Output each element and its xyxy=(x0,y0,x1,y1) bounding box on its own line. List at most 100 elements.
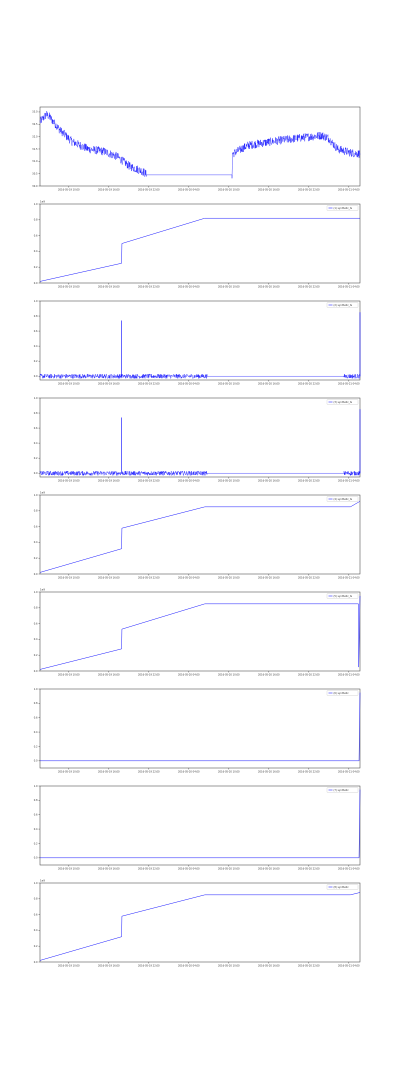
y-tick-label: 0.8 xyxy=(34,898,38,901)
x-tick-label: 2016-05-19 16:00 xyxy=(98,577,120,580)
legend-label: (2) synthetic_ts xyxy=(334,304,353,307)
x-tick-label: 2016-05-19 16:00 xyxy=(98,480,120,483)
x-tick-label: 2016-05-20 04:00 xyxy=(178,480,200,483)
x-tick-label: 2016-05-19 10:00 xyxy=(58,674,80,677)
x-tick-label: 2016-05-19 22:00 xyxy=(138,286,160,289)
chart-panel-9: 0.0 0.2 0.4 0.6 0.8 1.0 2016-05-19 10:00 2016-0… xyxy=(34,879,361,968)
x-tick-label: 2016-05-19 16:00 xyxy=(98,286,120,289)
x-tick-label: 2016-05-20 16:00 xyxy=(258,674,280,677)
series-line xyxy=(39,892,361,961)
x-tick-label: 2016-05-20 22:00 xyxy=(298,577,320,580)
x-tick-label: 2016-05-20 16:00 xyxy=(258,965,280,968)
series-line xyxy=(39,470,361,477)
y-tick-label: 0.6 xyxy=(34,234,38,237)
x-tick-label: 2016-05-20 10:00 xyxy=(218,383,240,386)
y-tick-label: 0.2 xyxy=(34,745,38,748)
y-tick-label: 0.0 xyxy=(34,375,38,378)
x-tick-label: 2016-05-20 22:00 xyxy=(298,189,320,192)
x-tick-label: 2016-05-20 10:00 xyxy=(218,868,240,871)
y-tick-label: 0.0 xyxy=(34,760,38,763)
x-tick-label: 2016-05-20 16:00 xyxy=(258,868,280,871)
y-tick-label: 31.5 xyxy=(32,148,38,151)
x-tick-label: 2016-05-20 10:00 xyxy=(218,771,240,774)
chart-panel-5: 0.0 0.2 0.4 0.6 0.8 1.0 2016-05-19 10:00 2016-0… xyxy=(34,491,361,580)
x-tick-label: 2016-05-21 04:00 xyxy=(338,577,360,580)
x-tick-label: 2016-05-20 04:00 xyxy=(178,577,200,580)
x-tick-label: 2016-05-19 16:00 xyxy=(98,868,120,871)
y-tick-label: 1.0 xyxy=(34,688,38,691)
x-tick-label: 2016-05-20 22:00 xyxy=(298,771,320,774)
series-line xyxy=(39,595,361,670)
x-tick-label: 2016-05-19 10:00 xyxy=(58,771,80,774)
x-tick-label: 2016-05-19 16:00 xyxy=(98,383,120,386)
axis-offset-label: 1e9 xyxy=(40,200,45,204)
x-tick-label: 2016-05-20 04:00 xyxy=(178,771,200,774)
chart-panel-3: 0.0 0.2 0.4 0.6 0.8 1.0 2016-05-19 10:00 2016-0… xyxy=(34,300,361,386)
x-tick-label: 2016-05-19 16:00 xyxy=(98,771,120,774)
y-tick-label: 0.6 xyxy=(34,913,38,916)
y-tick-label: 0.4 xyxy=(34,929,38,932)
legend-label: (4) synthetic_ts xyxy=(334,498,353,501)
y-tick-label: 1.0 xyxy=(34,785,38,788)
chart-panel-7: 0.0 0.2 0.4 0.6 0.8 1.0 2016-05-19 10:00 2016-0… xyxy=(34,688,361,774)
y-tick-label: 0.0 xyxy=(34,961,38,964)
axis-offset-label: 1e9 xyxy=(40,879,45,883)
x-tick-label: 2016-05-19 22:00 xyxy=(138,771,160,774)
y-tick-label: 0.6 xyxy=(34,814,38,817)
chart-panel-4: 0.0 0.2 0.4 0.6 0.8 1.0 2016-05-19 10:00 2016-0… xyxy=(34,397,361,483)
series-line xyxy=(40,789,361,859)
legend-box xyxy=(326,496,359,502)
x-tick-label: 2016-05-20 22:00 xyxy=(298,480,320,483)
y-tick-label: 0.8 xyxy=(34,315,38,318)
y-tick-label: 0.6 xyxy=(34,525,38,528)
y-tick-label: 1.0 xyxy=(34,882,38,885)
x-tick-label: 2016-05-19 10:00 xyxy=(58,189,80,192)
series-line xyxy=(39,217,360,282)
y-tick-label: 31.0 xyxy=(32,160,38,163)
y-tick-label: 0.2 xyxy=(34,457,38,460)
x-tick-label: 2016-05-19 10:00 xyxy=(58,480,80,483)
x-tick-label: 2016-05-20 04:00 xyxy=(178,674,200,677)
x-tick-label: 2016-05-19 22:00 xyxy=(138,674,160,677)
legend-box xyxy=(326,787,359,793)
x-tick-label: 2016-05-19 22:00 xyxy=(138,577,160,580)
y-tick-label: 0.0 xyxy=(34,573,38,576)
y-tick-label: 0.8 xyxy=(34,510,38,513)
y-tick-label: 0.6 xyxy=(34,717,38,720)
x-tick-label: 2016-05-20 16:00 xyxy=(258,771,280,774)
x-tick-label: 2016-05-21 04:00 xyxy=(338,965,360,968)
series-line xyxy=(39,111,361,179)
y-tick-label: 30.5 xyxy=(32,172,38,175)
x-tick-label: 2016-05-20 04:00 xyxy=(178,383,200,386)
x-tick-label: 2016-05-21 04:00 xyxy=(338,480,360,483)
x-tick-label: 2016-05-19 16:00 xyxy=(98,965,120,968)
axis-offset-label: 1e9 xyxy=(40,491,45,495)
x-tick-label: 2016-05-21 04:00 xyxy=(338,189,360,192)
y-tick-label: 33.0 xyxy=(32,111,38,114)
y-tick-label: 0.8 xyxy=(34,412,38,415)
legend-label: (8) synthetic xyxy=(334,886,350,889)
x-tick-label: 2016-05-20 22:00 xyxy=(298,286,320,289)
series-line xyxy=(39,373,361,380)
axis-offset-label: 1e9 xyxy=(40,588,45,592)
x-tick-label: 2016-05-19 22:00 xyxy=(138,480,160,483)
x-tick-label: 2016-05-20 04:00 xyxy=(178,189,200,192)
y-tick-label: 0.8 xyxy=(34,702,38,705)
y-tick-label: 0.0 xyxy=(34,857,38,860)
legend: (2) synthetic_ts xyxy=(326,302,359,308)
legend-box xyxy=(326,205,359,211)
plot-frame xyxy=(39,300,361,381)
y-tick-label: 0.2 xyxy=(34,266,38,269)
x-tick-label: 2016-05-20 16:00 xyxy=(258,286,280,289)
x-tick-label: 2016-05-19 10:00 xyxy=(58,965,80,968)
series-line xyxy=(39,501,361,573)
legend-box xyxy=(326,302,359,308)
chart-panel-1: 30.0 30.5 31.0 31.5 32.0 32.5 33.0 2016-05-19 1… xyxy=(32,106,361,192)
legend-label: (6) synthetic xyxy=(334,692,350,695)
legend: (8) synthetic xyxy=(326,884,359,890)
plot-frame xyxy=(39,688,361,769)
x-tick-label: 2016-05-21 04:00 xyxy=(338,286,360,289)
x-tick-label: 2016-05-20 10:00 xyxy=(218,480,240,483)
y-tick-label: 0.6 xyxy=(34,330,38,333)
